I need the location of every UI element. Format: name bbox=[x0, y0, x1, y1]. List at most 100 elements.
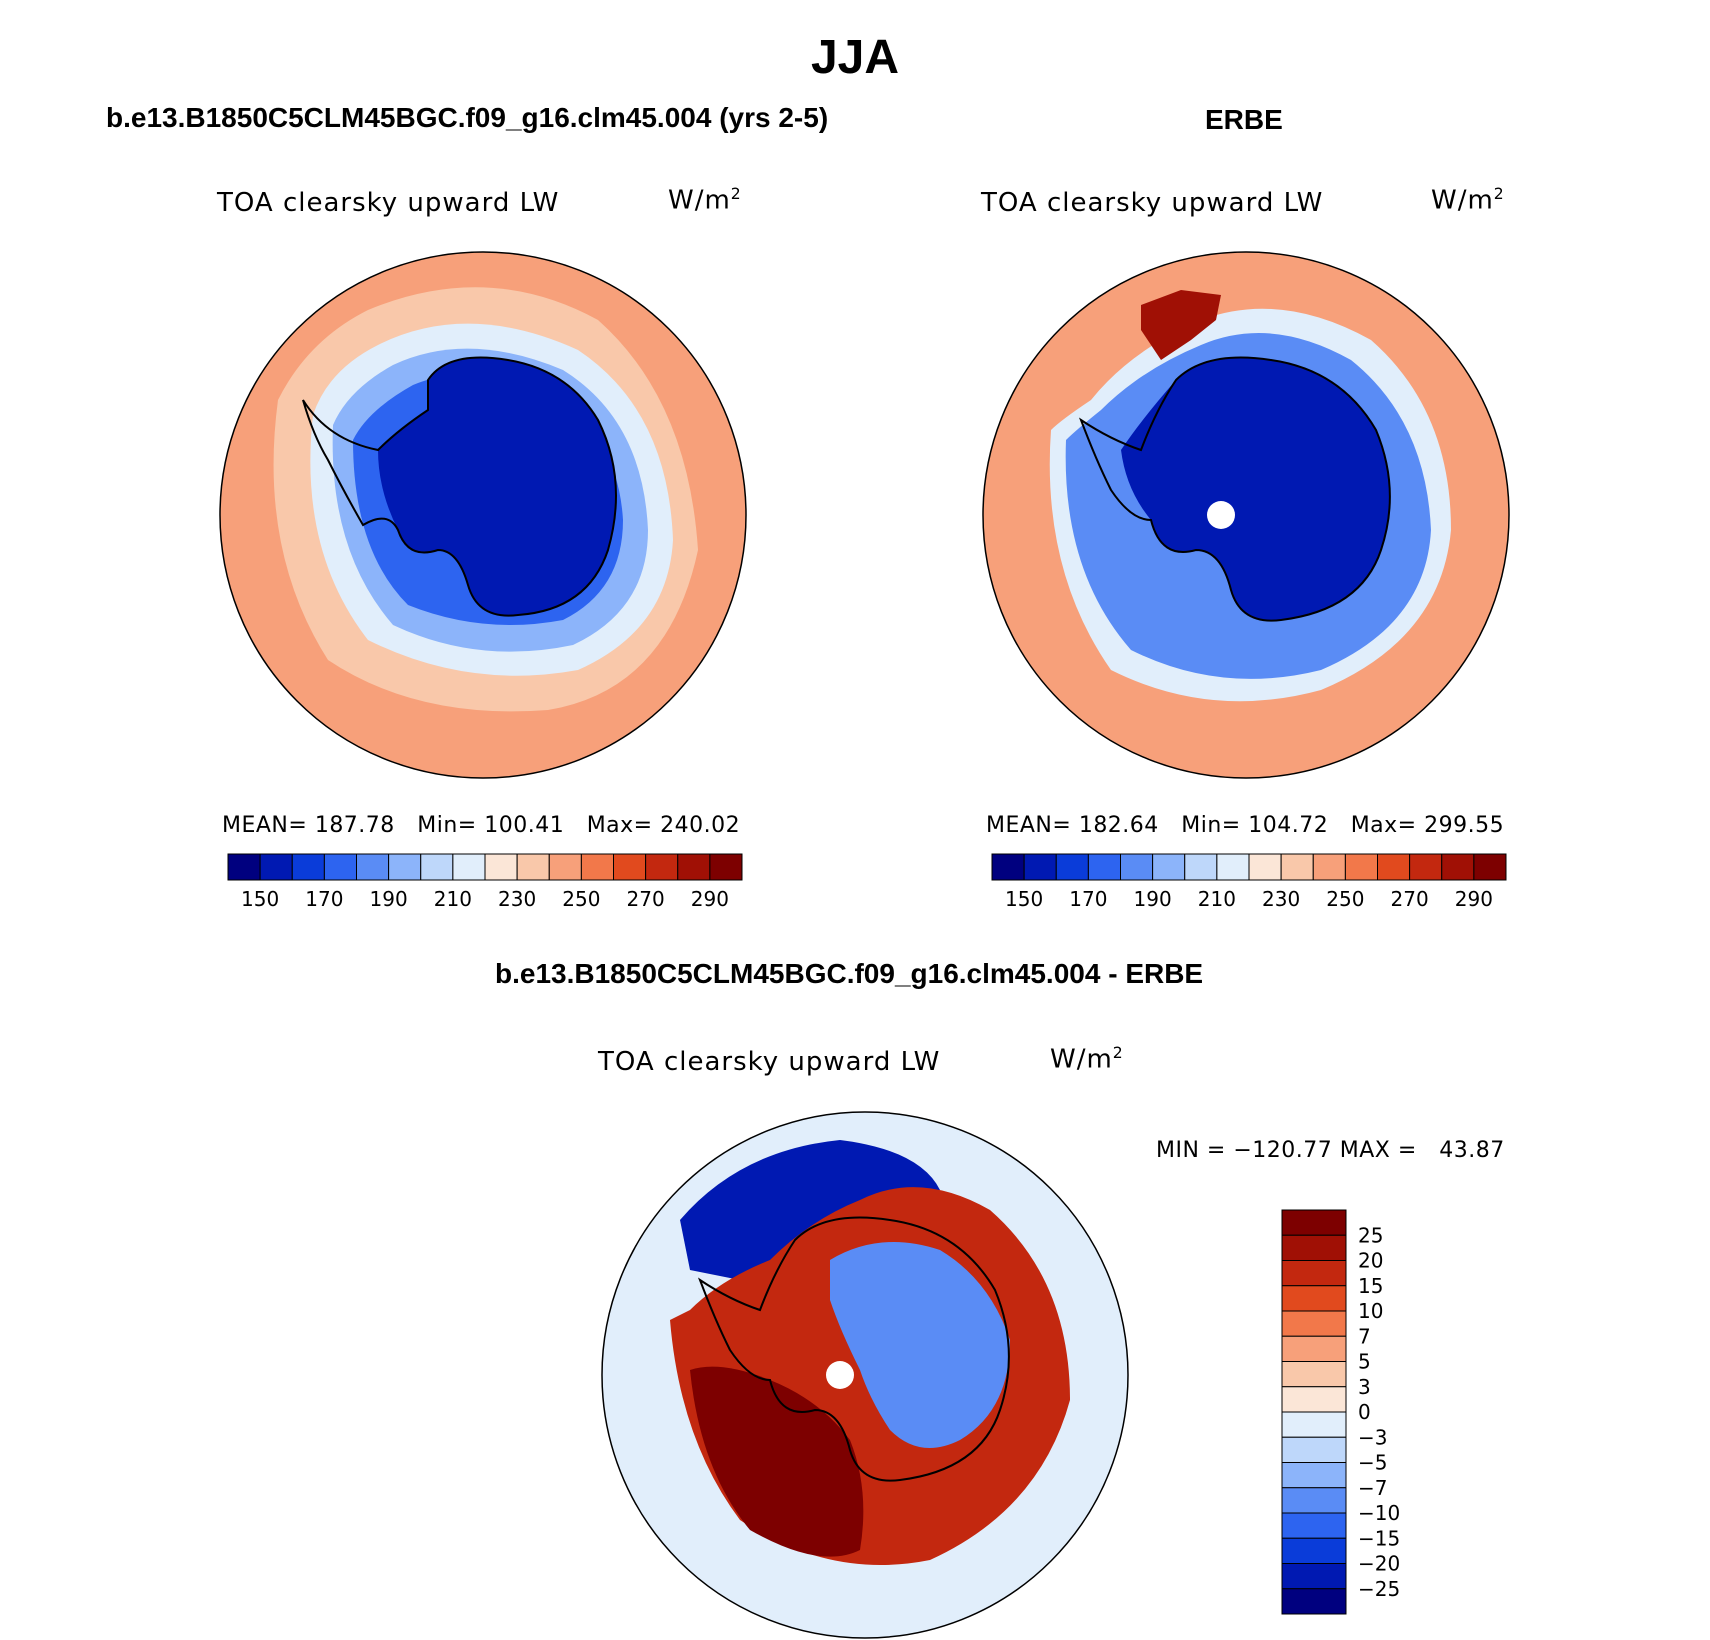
panel-3-colorbar-tick-label: −3 bbox=[1358, 1425, 1387, 1449]
panel-1-colorbar-box bbox=[677, 853, 711, 881]
panel-3-colorbar-box bbox=[1281, 1260, 1347, 1287]
map-boundary bbox=[982, 251, 1510, 779]
antarctic-interior-region bbox=[1121, 357, 1390, 621]
panel-1-colorbar-tick-label: 290 bbox=[691, 887, 729, 911]
panel-3-colorbar-tick-label: −25 bbox=[1358, 1577, 1400, 1601]
panel-1-units-label: W/m2 bbox=[668, 185, 742, 216]
panel-1-colorbar-box bbox=[548, 853, 582, 881]
panel-3-colorbar-box bbox=[1281, 1310, 1347, 1337]
panel-3-colorbar-box bbox=[1281, 1234, 1347, 1261]
panel-3-colorbar-box bbox=[1281, 1588, 1347, 1615]
panel-3-colorbar-box bbox=[1281, 1512, 1347, 1539]
panel-1-colorbar-box bbox=[452, 853, 486, 881]
panel-1-colorbar-box bbox=[291, 853, 325, 881]
panel-3-colorbar-tick-label: −20 bbox=[1358, 1552, 1400, 1576]
panel-3-colorbar-tick-label: −15 bbox=[1358, 1526, 1400, 1550]
panel-3-variable-label: TOA clearsky upward LW bbox=[598, 1047, 941, 1077]
panel-3-colorbar-tick-label: 15 bbox=[1358, 1274, 1383, 1298]
east-antarctic-interior-region bbox=[830, 1242, 1010, 1448]
map-boundary bbox=[219, 251, 747, 779]
panel-2-colorbar-tick-label: 150 bbox=[1005, 887, 1043, 911]
panel-2-stats: MEAN= 182.64 Min= 104.72 Max= 299.55 bbox=[986, 813, 1505, 838]
panel-3-colorbar-box bbox=[1281, 1462, 1347, 1489]
panel-3-colorbar-tick-label: 20 bbox=[1358, 1249, 1383, 1273]
panel-1-colorbar-box bbox=[580, 853, 614, 881]
panel-2-colorbar-tick-label: 190 bbox=[1134, 887, 1172, 911]
panel-2-colorbar-tick-label: 250 bbox=[1326, 887, 1364, 911]
panel-1-map bbox=[219, 251, 747, 779]
panel-2-colorbar-box bbox=[1377, 853, 1411, 881]
panel-2-colorbar-tick-label: 210 bbox=[1198, 887, 1236, 911]
panel-1-colorbar-tick-label: 170 bbox=[305, 887, 343, 911]
panel-1-colorbar-tick-label: 210 bbox=[434, 887, 472, 911]
panel-3-colorbar-box bbox=[1281, 1487, 1347, 1514]
panel-2-title: ERBE bbox=[1205, 104, 1283, 135]
panel-1-colorbar-box bbox=[323, 853, 357, 881]
panel-1-colorbar-box bbox=[356, 853, 390, 881]
panel-1-colorbar-box bbox=[227, 853, 261, 881]
antarctica-coastline bbox=[1078, 356, 1391, 622]
panel-3-colorbar-tick-label: −10 bbox=[1358, 1501, 1400, 1525]
panel-3-map bbox=[601, 1111, 1129, 1639]
panel-3-colorbar-tick-label: −5 bbox=[1358, 1451, 1387, 1475]
panel-3-colorbar-tick-label: 25 bbox=[1358, 1223, 1383, 1247]
panel-3-colorbar-tick-label: 10 bbox=[1358, 1299, 1383, 1323]
panel-2-colorbar-box bbox=[1152, 853, 1186, 881]
panel-3-colorbar-tick-label: 5 bbox=[1358, 1350, 1371, 1374]
panel-1-colorbar-box bbox=[388, 853, 422, 881]
panel-1-stats: MEAN= 187.78 Min= 100.41 Max= 240.02 bbox=[222, 813, 741, 838]
panel-3-colorbar-box bbox=[1281, 1209, 1347, 1236]
panel-1-colorbar-box bbox=[259, 853, 293, 881]
panel-2-map bbox=[982, 251, 1510, 779]
panel-3-title: b.e13.B1850C5CLM45BGC.f09_g16.clm45.004 … bbox=[495, 958, 1204, 989]
panel-3-colorbar-box bbox=[1281, 1386, 1347, 1413]
panel-3-colorbar-tick-label: 0 bbox=[1358, 1400, 1371, 1424]
panel-2-colorbar-box bbox=[1312, 853, 1346, 881]
panel-2-colorbar-box bbox=[1087, 853, 1121, 881]
panel-2-colorbar-box bbox=[1216, 853, 1250, 881]
weddell-west-antarctica-region bbox=[690, 1366, 864, 1557]
south-pacific-sector-region bbox=[680, 1140, 940, 1280]
panel-3-colorbar-tick-label: 7 bbox=[1358, 1324, 1371, 1348]
panel-1-colorbar-tick-label: 250 bbox=[562, 887, 600, 911]
panel-3-units-label: W/m2 bbox=[1050, 1044, 1124, 1075]
panel-3-colorbar-box bbox=[1281, 1285, 1347, 1312]
panel-3-colorbar-box bbox=[1281, 1436, 1347, 1463]
pole-hole bbox=[1207, 501, 1235, 529]
panel-2-colorbar-box bbox=[1441, 853, 1475, 881]
panel-2-colorbar-box bbox=[1409, 853, 1443, 881]
panel-2-colorbar-box bbox=[1248, 853, 1282, 881]
panel-2-colorbar-tick-label: 290 bbox=[1455, 887, 1493, 911]
panel-1-colorbar-box bbox=[516, 853, 550, 881]
panel-1-colorbar-tick-label: 230 bbox=[498, 887, 536, 911]
pole-hole bbox=[826, 1361, 854, 1389]
figure-title: JJA bbox=[810, 31, 900, 84]
panel-2-variable-label: TOA clearsky upward LW bbox=[981, 188, 1324, 218]
panel-2-colorbar-box bbox=[991, 853, 1025, 881]
panel-3-colorbar-box bbox=[1281, 1563, 1347, 1590]
panel-2-colorbar-tick-label: 170 bbox=[1069, 887, 1107, 911]
panel-3-stats: MIN = −120.77 MAX = 43.87 bbox=[1156, 1138, 1505, 1163]
panel-1-colorbar-box bbox=[709, 853, 743, 881]
panel-1-colorbar-tick-label: 190 bbox=[370, 887, 408, 911]
panel-1-colorbar: 150 170 190 210 230 250 270 290 bbox=[227, 853, 743, 911]
panel-2-units-label: W/m2 bbox=[1431, 185, 1505, 216]
panel-1-colorbar-tick-label: 270 bbox=[627, 887, 665, 911]
panel-1-colorbar-box bbox=[420, 853, 454, 881]
panel-3-colorbar-tick-label: 3 bbox=[1358, 1375, 1371, 1399]
panel-1-variable-label: TOA clearsky upward LW bbox=[217, 188, 560, 218]
panel-2-colorbar-box bbox=[1023, 853, 1057, 881]
panel-1-colorbar-box bbox=[484, 853, 518, 881]
panel-2-colorbar-box bbox=[1055, 853, 1089, 881]
panel-2-colorbar-tick-label: 230 bbox=[1262, 887, 1300, 911]
south-america-anomaly-region bbox=[1141, 290, 1221, 360]
panel-3-colorbar-box bbox=[1281, 1361, 1347, 1388]
antarctic-interior-region bbox=[378, 357, 616, 616]
panel-2-colorbar-box bbox=[1184, 853, 1218, 881]
panel-3-colorbar-box bbox=[1281, 1537, 1347, 1564]
panel-2-colorbar-box bbox=[1344, 853, 1378, 881]
panel-2-colorbar: 150 170 190 210 230 250 270 290 bbox=[991, 853, 1507, 911]
panel-1-colorbar-box bbox=[613, 853, 647, 881]
panel-3-colorbar-box bbox=[1281, 1411, 1347, 1438]
